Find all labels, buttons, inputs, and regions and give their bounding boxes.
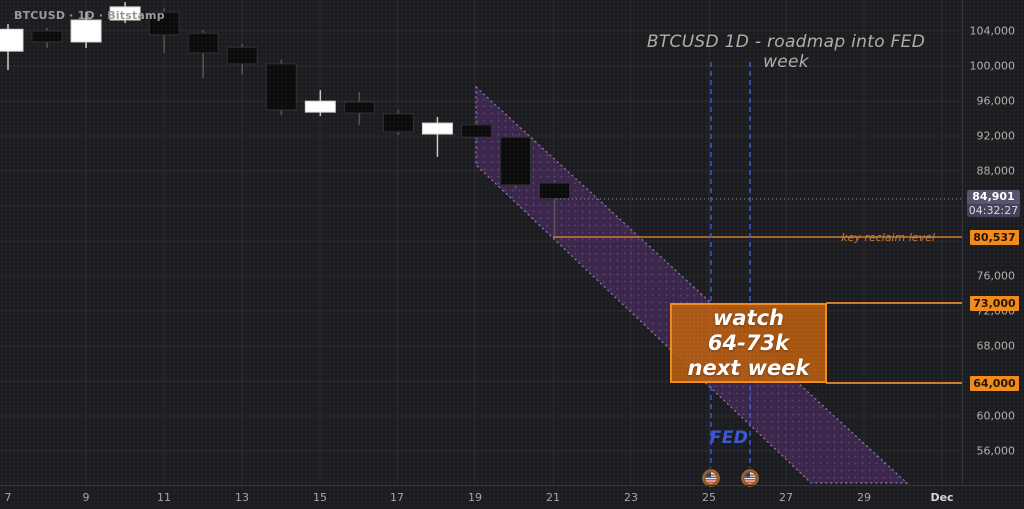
time-tick-label: Dec — [930, 491, 954, 504]
us-flag-event-icon[interactable] — [702, 469, 720, 487]
price-tick-label: 60,000 — [976, 409, 1016, 423]
time-tick-label: 29 — [857, 491, 871, 504]
fed-event-label: FED — [709, 428, 749, 448]
time-tick-label: 21 — [546, 491, 560, 504]
price-tick-label: 104,000 — [969, 24, 1016, 38]
price-level-lines-drawing[interactable] — [553, 236, 962, 384]
candle-Nov-18 — [421, 116, 453, 157]
price-tick-label: 100,000 — [969, 59, 1016, 73]
time-tick-label: 15 — [313, 491, 327, 504]
candle-Nov-19 — [460, 121, 492, 141]
price-tick-label: 68,000 — [976, 339, 1016, 353]
candle-Nov-10 — [109, 2, 141, 24]
watch-box-line-3: next week — [687, 355, 810, 380]
time-axis[interactable]: 7 9 11 13 15 17 19 21 23 25 27 29 Dec — [0, 485, 1024, 509]
watch-zone-annotation-box[interactable]: watch 64-73k next week — [670, 303, 827, 383]
candle-Nov-14 — [265, 59, 297, 116]
price-badge-upper-level: 73,000 — [970, 295, 1019, 311]
symbol-legend[interactable]: BTCUSD · 1D · Bitstamp — [14, 9, 165, 22]
price-tick-label: 56,000 — [976, 444, 1016, 458]
chart-title-annotation: BTCUSD 1D - roadmap into FED week — [646, 32, 926, 72]
us-flag-event-icon[interactable] — [741, 469, 759, 487]
key-reclaim-level-label: key reclaim level — [841, 231, 935, 244]
time-tick-label: 13 — [235, 491, 249, 504]
time-tick-label: 27 — [779, 491, 793, 504]
descending-channel-drawing[interactable] — [475, 85, 909, 484]
price-tick-label: 88,000 — [976, 164, 1016, 178]
price-tick-label: 92,000 — [976, 129, 1016, 143]
candle-Nov-8 — [31, 27, 63, 49]
time-tick-label: 25 — [702, 491, 716, 504]
candle-Nov-17 — [382, 109, 414, 135]
time-tick-label: 23 — [624, 491, 638, 504]
candle-Nov-20 — [500, 134, 532, 189]
time-tick-label: 9 — [82, 491, 90, 504]
candle-Nov-9 — [70, 12, 102, 49]
candle-Nov-21 — [539, 180, 571, 238]
candle-Nov-16 — [343, 91, 375, 125]
candle-Nov-7 — [0, 23, 24, 71]
price-badge-lower-level: 64,000 — [970, 375, 1019, 391]
price-tick-label: 96,000 — [976, 94, 1016, 108]
candle-Nov-11 — [148, 8, 180, 53]
price-badge-key-reclaim: 80,537 — [970, 229, 1019, 245]
time-tick-label: 19 — [468, 491, 482, 504]
time-tick-label: 17 — [390, 491, 404, 504]
time-tick-label: 7 — [4, 491, 12, 504]
candle-Nov-13 — [226, 44, 258, 75]
time-tick-label: 11 — [157, 491, 171, 504]
candle-Nov-15 — [304, 90, 336, 117]
fed-event-markers[interactable] — [702, 62, 759, 487]
price-tick-label: 76,000 — [976, 269, 1016, 283]
candle-Nov-12 — [187, 30, 219, 78]
price-axis[interactable]: 104,000 100,000 96,000 92,000 88,000 76,000 72… — [962, 0, 1024, 485]
last-price-value: 84,901 — [967, 190, 1020, 204]
candle-countdown: 04:32:27 — [967, 204, 1020, 217]
candlesticks — [0, 2, 571, 238]
watch-box-line-2: 64-73k — [707, 330, 790, 355]
last-price-badge: 84,901 04:32:27 — [967, 190, 1020, 217]
watch-box-line-1: watch — [712, 305, 784, 330]
